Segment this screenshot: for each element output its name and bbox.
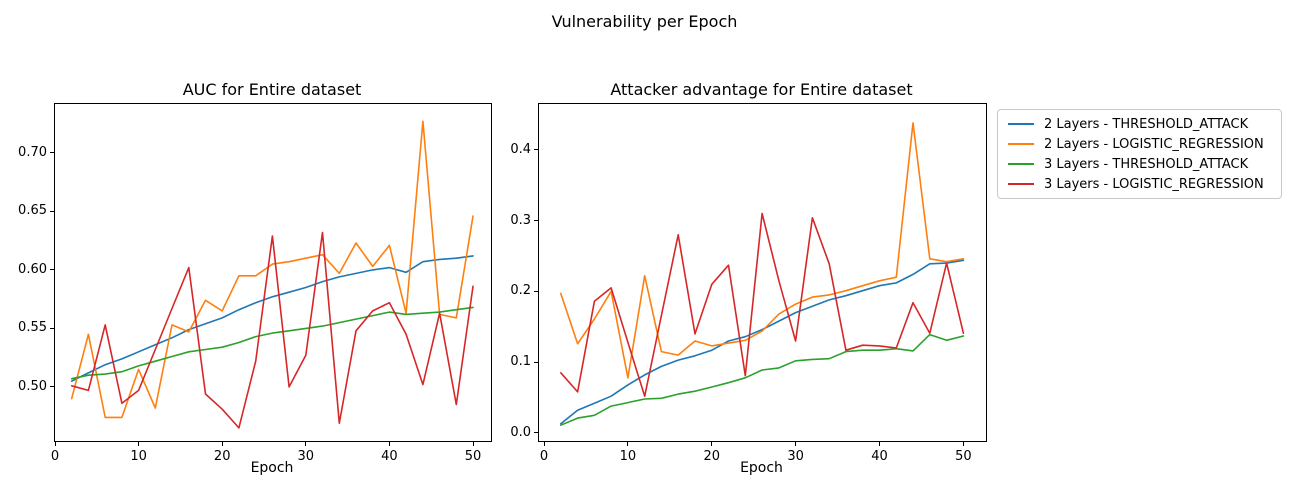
x-tick-label: 30 <box>297 449 315 464</box>
x-tick-mark <box>795 442 797 446</box>
advantage-chart-title: Attacker advantage for Entire dataset <box>610 80 913 99</box>
y-tick-mark <box>50 152 54 154</box>
legend-item-2-layers-threshold-attack: 2 Layers - THRESHOLD_ATTACK <box>1006 117 1273 132</box>
y-tick-label: 0.1 <box>510 354 531 370</box>
legend-label: 2 Layers - THRESHOLD_ATTACK <box>1044 116 1249 132</box>
y-tick-label: 0.60 <box>18 261 47 277</box>
line-2-layers-threshold-attack <box>559 259 965 425</box>
x-tick-label: 50 <box>464 449 482 464</box>
x-tick-label: 0 <box>50 449 60 464</box>
x-tick-label: 20 <box>703 449 721 464</box>
legend-label: 3 Layers - THRESHOLD_ATTACK <box>1044 156 1249 172</box>
x-tick-label: 10 <box>619 449 637 464</box>
y-tick-mark <box>50 386 54 388</box>
legend-line-swatch <box>1008 143 1034 145</box>
x-tick-label: 40 <box>381 449 398 464</box>
x-tick-mark <box>878 442 880 446</box>
legend-line-swatch <box>1008 183 1034 185</box>
y-tick-label: 0.55 <box>18 320 47 336</box>
line-3-layers-logistic-regression <box>70 231 474 429</box>
line-2-layers-logistic-regression <box>70 120 474 419</box>
x-tick-label: 40 <box>871 449 888 464</box>
legend: 2 Layers - THRESHOLD_ATTACK 2 Layers - LO… <box>997 109 1282 199</box>
y-tick-mark <box>534 220 538 222</box>
y-tick-mark <box>50 327 54 329</box>
y-tick-mark <box>534 290 538 292</box>
line-3-layers-threshold-attack <box>559 333 965 427</box>
line-3-layers-threshold-attack <box>70 306 474 380</box>
figure-suptitle: Vulnerability per Epoch <box>551 12 738 31</box>
y-tick-mark <box>534 361 538 363</box>
advantage-chart-xlabel: Epoch <box>740 460 783 476</box>
legend-label: 2 Layers - LOGISTIC_REGRESSION <box>1044 136 1264 152</box>
line-3-layers-logistic-regression <box>559 212 965 398</box>
y-tick-label: 0.65 <box>18 203 47 219</box>
x-tick-mark <box>388 442 390 446</box>
x-tick-mark <box>472 442 474 446</box>
auc-for-entire-dataset-plot-area <box>70 120 474 429</box>
auc-chart-axes: 0 10 20 30 40 50 0.50 0.55 0.60 0.65 0.70 <box>18 103 492 464</box>
y-tick-mark <box>50 269 54 271</box>
legend-label: 3 Layers - LOGISTIC_REGRESSION <box>1044 176 1264 192</box>
x-tick-label: 50 <box>955 449 972 464</box>
y-tick-mark <box>534 149 538 151</box>
y-tick-mark <box>50 210 54 212</box>
y-tick-label: 0.70 <box>18 144 47 160</box>
y-tick-label: 0.0 <box>510 424 531 440</box>
x-tick-mark <box>627 442 629 446</box>
legend-item-3-layers-threshold-attack: 3 Layers - THRESHOLD_ATTACK <box>1006 157 1273 172</box>
x-tick-mark <box>138 442 140 446</box>
x-tick-label: 20 <box>213 449 231 464</box>
x-tick-mark <box>543 442 545 446</box>
line-2-layers-threshold-attack <box>70 255 474 382</box>
x-tick-label: 30 <box>787 449 804 464</box>
x-tick-mark <box>221 442 223 446</box>
legend-line-swatch <box>1008 163 1034 165</box>
legend-line-swatch <box>1008 123 1034 125</box>
auc-chart-title: AUC for Entire dataset <box>182 80 362 99</box>
line-2-layers-logistic-regression <box>559 122 965 379</box>
y-tick-label: 0.2 <box>510 283 531 299</box>
advantage-chart-axes: 0 10 20 30 40 50 0.0 0.1 0.2 0.3 0.4 <box>510 103 987 464</box>
legend-item-2-layers-logistic-regression: 2 Layers - LOGISTIC_REGRESSION <box>1006 137 1273 152</box>
y-tick-label: 0.50 <box>18 378 47 394</box>
x-tick-mark <box>711 442 713 446</box>
y-tick-mark <box>534 432 538 434</box>
auc-chart-xlabel: Epoch <box>250 460 294 476</box>
y-tick-label: 0.3 <box>510 212 531 228</box>
x-tick-mark <box>305 442 307 446</box>
legend-item-3-layers-logistic-regression: 3 Layers - LOGISTIC_REGRESSION <box>1006 177 1273 192</box>
attacker-advantage-for-entire-dataset-plot-area <box>559 122 965 427</box>
x-tick-mark <box>962 442 964 446</box>
x-tick-mark <box>54 442 56 446</box>
x-tick-label: 10 <box>130 449 147 464</box>
y-tick-label: 0.4 <box>510 141 531 157</box>
x-tick-label: 0 <box>539 449 549 464</box>
